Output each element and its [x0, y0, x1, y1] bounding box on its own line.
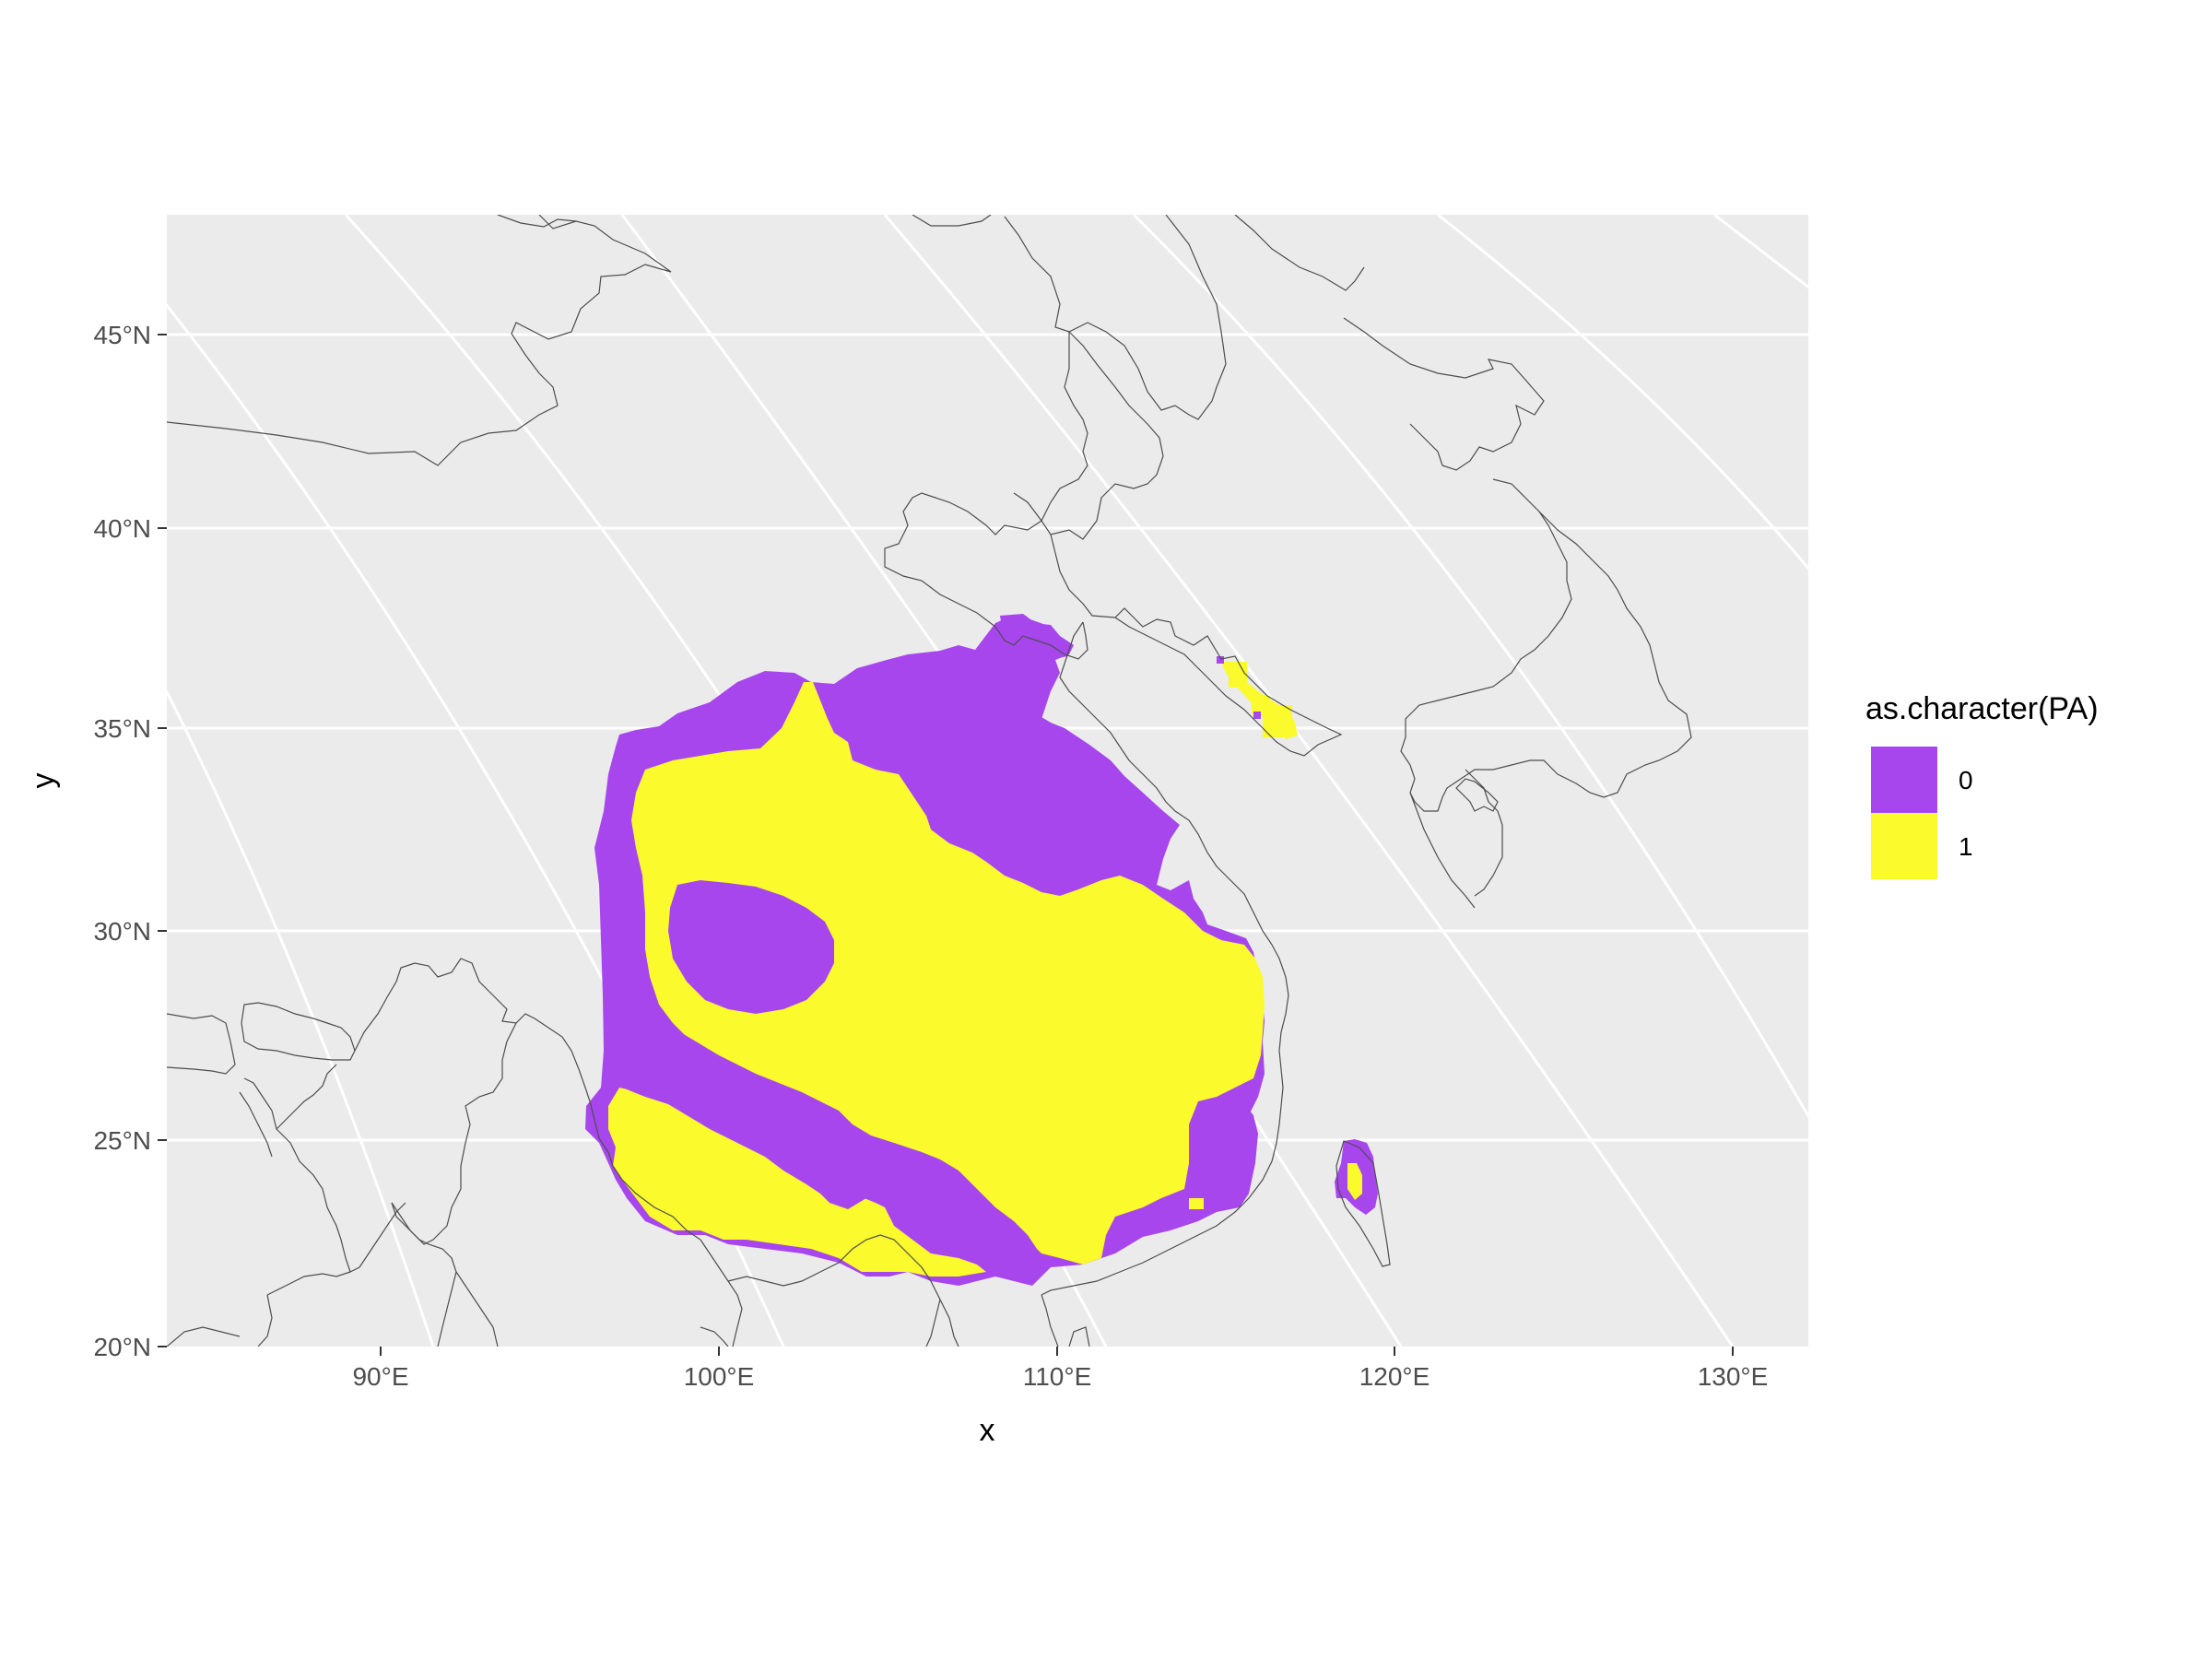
legend-title: as.character(PA) [1865, 691, 2099, 726]
longitude-gridline [1437, 215, 1808, 571]
longitude-gridline [167, 688, 435, 1347]
legend: as.character(PA) 0 1 [1865, 691, 2099, 879]
taiwan-cells [1347, 1163, 1362, 1200]
legend-key-1 [1871, 813, 1937, 879]
y-tick-label: 30°N [93, 917, 151, 946]
class-0-region [604, 995, 1051, 1272]
presence-absence-raster [585, 614, 1378, 1286]
y-tick-label: 20°N [93, 1333, 151, 1361]
y-axis-title: y [26, 773, 61, 789]
x-tick-label: 120°E [1359, 1362, 1430, 1391]
x-tick-label: 110°E [1023, 1362, 1092, 1391]
class-1-patch [938, 876, 964, 892]
x-axis-ticks: 90°E 100°E 110°E 120°E 130°E [352, 1347, 1768, 1391]
shandong-cells [1221, 662, 1298, 739]
x-tick-label: 100°E [684, 1362, 755, 1391]
shandong-cells [1217, 656, 1224, 664]
class-0-region [1194, 1097, 1258, 1203]
y-tick-label: 35°N [93, 714, 151, 743]
legend-label-1: 1 [1959, 832, 1973, 861]
legend-label-0: 0 [1959, 766, 1973, 794]
legend-key-0 [1871, 747, 1937, 813]
class-1-patch [1189, 1198, 1204, 1209]
x-axis-title: x [980, 1413, 995, 1448]
y-tick-label: 45°N [93, 321, 151, 349]
x-tick-label: 90°E [352, 1362, 408, 1391]
shandong-cells [1253, 712, 1261, 719]
longitude-gridline [1132, 215, 1808, 1119]
longitude-gridline [883, 215, 1735, 1347]
class-0-region [668, 880, 834, 1014]
class-0-region [885, 680, 1120, 839]
class-0-region [1000, 614, 1074, 662]
class-1-region [608, 1088, 986, 1277]
y-axis-ticks: 20°N 25°N 30°N 35°N 40°N 45°N [93, 321, 167, 1361]
country-borders-coastlines [167, 215, 1692, 1347]
y-tick-label: 25°N [93, 1126, 151, 1155]
y-tick-label: 40°N [93, 514, 151, 543]
class-1-region [631, 682, 1265, 1265]
x-tick-label: 130°E [1698, 1362, 1769, 1391]
longitude-gridline [1713, 215, 1808, 289]
